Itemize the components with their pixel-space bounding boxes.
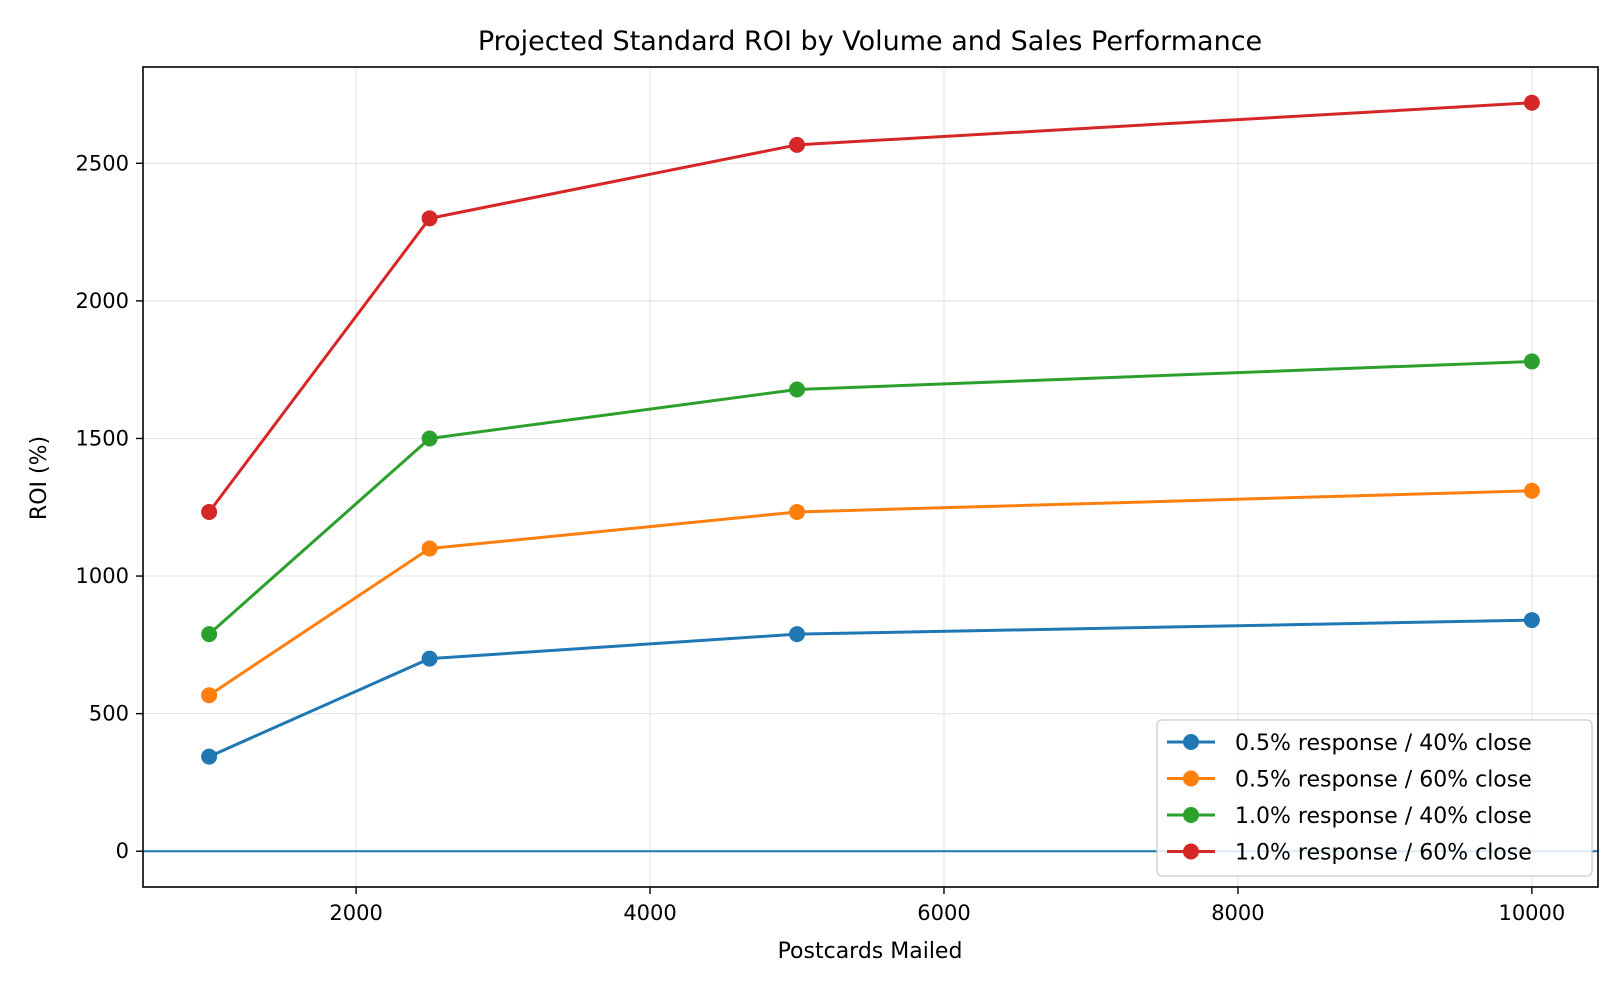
legend-item: 1.0% response / 60% close — [1167, 841, 1532, 866]
data-point — [789, 136, 806, 153]
plot-frame — [142, 66, 1599, 888]
data-point — [421, 210, 438, 227]
legend-item: 0.5% response / 60% close — [1167, 768, 1532, 793]
legend: 0.5% response / 40% close 0.5% response /… — [1156, 719, 1593, 877]
x-tick-label: 4000 — [623, 901, 676, 925]
series-1 — [201, 612, 1540, 765]
data-point — [201, 687, 218, 704]
series-line — [208, 359, 1532, 636]
data-point — [421, 540, 438, 557]
legend-label: 0.5% response / 60% close — [1235, 768, 1532, 793]
x-axis-label: Postcards Mailed — [778, 939, 963, 964]
data-point — [1523, 482, 1540, 499]
legend-box — [1156, 719, 1593, 877]
legend-swatch-marker — [1183, 807, 1199, 823]
data-point — [201, 748, 218, 765]
chart-title: Projected Standard ROI by Volume and Sal… — [478, 26, 1262, 57]
data-point — [1523, 612, 1540, 629]
x-axis-ticks: 2000 4000 6000 8000 10000 — [329, 887, 1565, 925]
series-line — [208, 489, 1532, 697]
x-tick-label: 2000 — [329, 901, 382, 925]
legend-label: 1.0% response / 40% close — [1235, 804, 1532, 829]
data-point — [421, 430, 438, 447]
y-tick-label: 2500 — [76, 151, 129, 175]
y-tick-label: 0 — [116, 839, 129, 863]
legend-item: 0.5% response / 40% close — [1167, 731, 1532, 756]
data-point — [421, 650, 438, 667]
y-tick-label: 1500 — [76, 426, 129, 450]
series-layer — [201, 94, 1540, 765]
legend-label: 0.5% response / 40% close — [1235, 731, 1532, 756]
x-tick-label: 8000 — [1211, 901, 1264, 925]
x-tick-label: 10000 — [1498, 901, 1565, 925]
legend-swatch-marker — [1183, 843, 1199, 860]
y-tick-label: 1000 — [76, 564, 129, 588]
data-point — [789, 626, 806, 643]
y-axis-ticks: 0 500 1000 1500 2000 2500 — [76, 151, 143, 863]
series-4 — [201, 94, 1540, 520]
legend-swatch-marker — [1183, 770, 1199, 787]
x-tick-label: 6000 — [917, 901, 970, 925]
legend-item: 1.0% response / 40% close — [1167, 804, 1532, 829]
data-point — [789, 503, 806, 520]
data-point — [1523, 94, 1540, 111]
y-axis-label: ROI (%) — [27, 436, 52, 520]
y-tick-label: 2000 — [76, 289, 129, 313]
data-point — [1523, 353, 1540, 370]
legend-swatch-marker — [1183, 734, 1199, 750]
series-line — [207, 101, 1532, 513]
data-point — [201, 626, 218, 643]
y-tick-label: 500 — [89, 702, 129, 726]
data-point — [789, 381, 806, 398]
series-line — [208, 618, 1532, 758]
legend-label: 1.0% response / 60% close — [1235, 841, 1532, 866]
series-3 — [201, 353, 1540, 643]
data-point — [201, 503, 218, 520]
series-2 — [201, 482, 1540, 704]
